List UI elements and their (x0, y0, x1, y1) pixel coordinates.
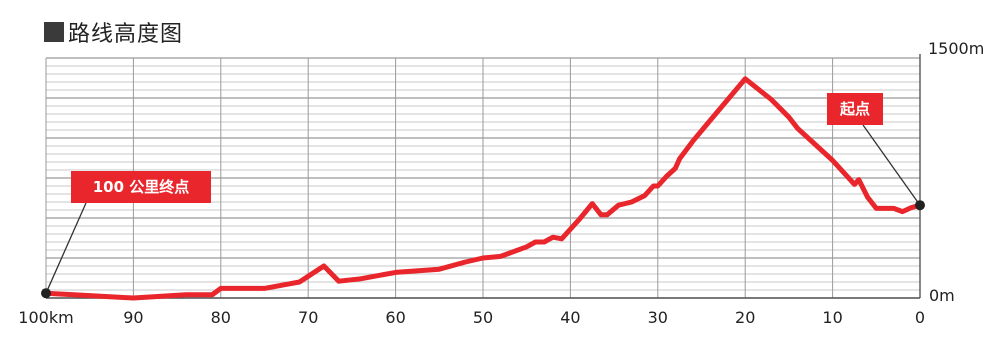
y-tick-label-max: 1500m (928, 39, 984, 58)
y-tick-label-min: 0m (929, 286, 955, 305)
chart-callouts: 100 公里终点 起点 (71, 93, 883, 203)
title-square-icon (44, 22, 64, 42)
finish-marker (41, 288, 51, 299)
start-marker (915, 200, 925, 211)
x-tick-label: 90 (123, 308, 143, 327)
callout-leader-line (45, 202, 87, 294)
x-tick-label: 60 (385, 308, 405, 327)
x-tick-label: 0 (915, 308, 925, 327)
x-tick-label: 50 (473, 308, 493, 327)
x-tick-label: 80 (211, 308, 231, 327)
x-tick-label: 40 (560, 308, 580, 327)
x-tick-label: 20 (735, 308, 755, 327)
callout-leaders (45, 124, 921, 294)
x-tick-label: 70 (298, 308, 318, 327)
callout-leader-line (862, 124, 921, 206)
x-axis-tick-labels: 100km 90 80 70 60 50 40 30 20 10 0 (18, 308, 925, 327)
chart-title-text: 路线高度图 (68, 22, 184, 47)
chart-title: 路线高度图 (44, 14, 183, 50)
chart-grid (45, 54, 921, 299)
x-tick-label: 30 (648, 308, 668, 327)
chart-markers (41, 200, 925, 299)
x-tick-label: 10 (822, 308, 842, 327)
finish-callout-box (71, 171, 211, 203)
chart-series (43, 76, 923, 301)
y-axis-tick-labels: 1500m 0m (928, 39, 984, 305)
x-tick-label: 100km (18, 308, 73, 327)
finish-callout-label: 100 公里终点 (93, 178, 190, 196)
elevation-line (43, 76, 923, 301)
start-callout-label: 起点 (839, 100, 870, 118)
start-callout-box (827, 93, 883, 125)
